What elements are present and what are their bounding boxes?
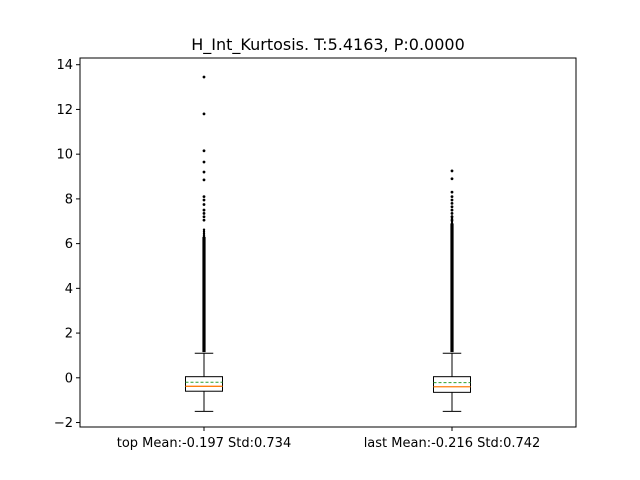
outlier-point: [202, 160, 206, 164]
iqr-box: [185, 376, 223, 392]
outlier-point: [202, 195, 206, 199]
outlier-point: [202, 235, 206, 239]
outlier-point: [450, 215, 454, 219]
y-tick-label: 10: [56, 148, 73, 163]
outlier-point: [450, 222, 454, 225]
x-tick-label: top Mean:-0.197 Std:0.734: [117, 436, 291, 451]
outlier-point: [202, 233, 206, 237]
outlier-point: [202, 215, 206, 219]
y-tick-label: 12: [56, 103, 73, 118]
outlier-point: [450, 205, 454, 209]
y-tick-label: 2: [65, 327, 73, 342]
outlier-point: [450, 169, 454, 173]
y-tick-label: 14: [56, 58, 73, 73]
outlier-point: [450, 195, 454, 199]
axes-frame: [79, 57, 577, 428]
outlier-point: [202, 149, 206, 153]
outlier-point: [202, 218, 206, 222]
outlier-point: [202, 75, 206, 79]
outlier-point: [202, 203, 206, 206]
box-group: [185, 75, 223, 412]
y-tick-label: −2: [54, 416, 73, 431]
y-tick-label: 6: [65, 237, 73, 252]
plot-area: [185, 75, 471, 412]
y-tick-label: 8: [65, 192, 73, 207]
x-axis: top Mean:-0.197 Std:0.734 last Mean:-0.21…: [117, 427, 541, 451]
outlier-point: [450, 208, 454, 212]
outlier-point: [202, 178, 206, 182]
outlier-point: [450, 190, 454, 194]
outlier-point: [202, 232, 206, 235]
outlier-point: [202, 212, 206, 215]
outlier-point: [202, 112, 206, 116]
chart-title: H_Int_Kurtosis. T:5.4163, P:0.0000: [191, 35, 465, 55]
box-group: [433, 169, 471, 412]
y-tick-label: 0: [65, 371, 73, 386]
y-tick-label: 4: [65, 282, 73, 297]
outlier-point: [450, 198, 454, 202]
iqr-box: [433, 376, 471, 393]
outlier-point: [450, 212, 454, 215]
outlier-point: [202, 170, 206, 174]
outlier-point: [450, 218, 454, 222]
y-axis: −2 0 2 4 6 8 10 12 14: [54, 58, 80, 431]
outlier-point: [202, 208, 206, 212]
outlier-point: [450, 177, 454, 181]
x-tick-label: last Mean:-0.216 Std:0.742: [364, 436, 541, 451]
outlier-point: [450, 201, 454, 205]
outlier-point: [202, 198, 206, 202]
outlier-point: [202, 228, 206, 231]
outlier-point: [202, 230, 206, 233]
